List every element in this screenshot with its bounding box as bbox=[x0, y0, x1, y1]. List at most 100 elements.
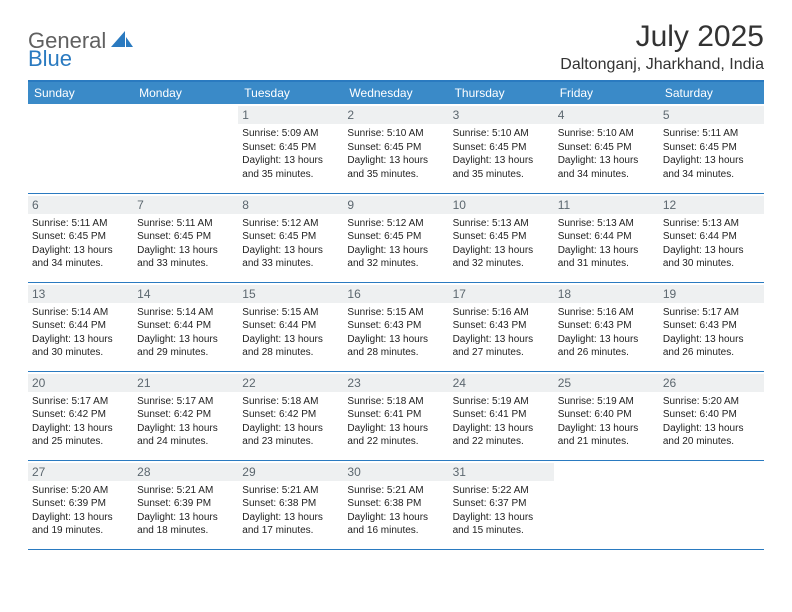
day-details: Sunrise: 5:11 AMSunset: 6:45 PMDaylight:… bbox=[663, 127, 760, 181]
day-number: 11 bbox=[554, 196, 659, 214]
day-details: Sunrise: 5:18 AMSunset: 6:41 PMDaylight:… bbox=[347, 395, 444, 449]
day-details: Sunrise: 5:17 AMSunset: 6:43 PMDaylight:… bbox=[663, 306, 760, 360]
calendar-day-cell: 9 Sunrise: 5:12 AMSunset: 6:45 PMDaylight… bbox=[343, 193, 448, 282]
calendar-week-row: 27Sunrise: 5:20 AMSunset: 6:39 PMDayligh… bbox=[28, 460, 764, 549]
day-number: 25 bbox=[554, 374, 659, 392]
day-number: 27 bbox=[28, 463, 133, 481]
day-number: 5 bbox=[659, 106, 764, 124]
day-details: Sunrise: 5:09 AMSunset: 6:45 PMDaylight:… bbox=[242, 127, 339, 181]
day-details: Sunrise: 5:14 AMSunset: 6:44 PMDaylight:… bbox=[32, 306, 129, 360]
weekday-row: SundayMondayTuesdayWednesdayThursdayFrid… bbox=[28, 81, 764, 104]
calendar-day-cell: 3 Sunrise: 5:10 AMSunset: 6:45 PMDaylight… bbox=[449, 104, 554, 193]
calendar-day-cell: 29Sunrise: 5:21 AMSunset: 6:38 PMDayligh… bbox=[238, 460, 343, 549]
calendar-day-cell: 20Sunrise: 5:17 AMSunset: 6:42 PMDayligh… bbox=[28, 371, 133, 460]
logo-text-blue: Blue bbox=[28, 46, 72, 72]
calendar-empty-cell bbox=[28, 104, 133, 193]
day-details: Sunrise: 5:19 AMSunset: 6:40 PMDaylight:… bbox=[558, 395, 655, 449]
day-details: Sunrise: 5:10 AMSunset: 6:45 PMDaylight:… bbox=[558, 127, 655, 181]
day-details: Sunrise: 5:21 AMSunset: 6:38 PMDaylight:… bbox=[242, 484, 339, 538]
day-number: 13 bbox=[28, 285, 133, 303]
calendar-week-row: 6Sunrise: 5:11 AMSunset: 6:45 PMDaylight… bbox=[28, 193, 764, 282]
day-number: 23 bbox=[343, 374, 448, 392]
day-number: 12 bbox=[659, 196, 764, 214]
day-number: 30 bbox=[343, 463, 448, 481]
calendar-day-cell: 6 Sunrise: 5:11 AMSunset: 6:45 PMDaylight… bbox=[28, 193, 133, 282]
calendar-table: SundayMondayTuesdayWednesdayThursdayFrid… bbox=[28, 80, 764, 550]
calendar-day-cell: 25 Sunrise: 5:19 AMSunset: 6:40 PMDayligh… bbox=[554, 371, 659, 460]
calendar-day-cell: 27Sunrise: 5:20 AMSunset: 6:39 PMDayligh… bbox=[28, 460, 133, 549]
day-number: 3 bbox=[449, 106, 554, 124]
day-details: Sunrise: 5:17 AMSunset: 6:42 PMDaylight:… bbox=[137, 395, 234, 449]
day-number: 20 bbox=[28, 374, 133, 392]
calendar-day-cell: 26 Sunrise: 5:20 AMSunset: 6:40 PMDayligh… bbox=[659, 371, 764, 460]
day-details: Sunrise: 5:16 AMSunset: 6:43 PMDaylight:… bbox=[453, 306, 550, 360]
calendar-day-cell: 28 Sunrise: 5:21 AMSunset: 6:39 PMDayligh… bbox=[133, 460, 238, 549]
calendar-day-cell: 31Sunrise: 5:22 AMSunset: 6:37 PMDayligh… bbox=[449, 460, 554, 549]
day-details: Sunrise: 5:10 AMSunset: 6:45 PMDaylight:… bbox=[347, 127, 444, 181]
day-details: Sunrise: 5:19 AMSunset: 6:41 PMDaylight:… bbox=[453, 395, 550, 449]
day-number: 26 bbox=[659, 374, 764, 392]
weekday-header: Thursday bbox=[449, 81, 554, 104]
day-number: 17 bbox=[449, 285, 554, 303]
calendar-empty-cell bbox=[554, 460, 659, 549]
calendar-day-cell: 15 Sunrise: 5:15 AMSunset: 6:44 PMDayligh… bbox=[238, 282, 343, 371]
calendar-week-row: 20Sunrise: 5:17 AMSunset: 6:42 PMDayligh… bbox=[28, 371, 764, 460]
weekday-header: Saturday bbox=[659, 81, 764, 104]
calendar-body: 1 Sunrise: 5:09 AMSunset: 6:45 PMDaylight… bbox=[28, 104, 764, 549]
calendar-day-cell: 1 Sunrise: 5:09 AMSunset: 6:45 PMDaylight… bbox=[238, 104, 343, 193]
calendar-day-cell: 30 Sunrise: 5:21 AMSunset: 6:38 PMDayligh… bbox=[343, 460, 448, 549]
day-number: 28 bbox=[133, 463, 238, 481]
calendar-week-row: 1 Sunrise: 5:09 AMSunset: 6:45 PMDaylight… bbox=[28, 104, 764, 193]
day-number: 4 bbox=[554, 106, 659, 124]
day-details: Sunrise: 5:22 AMSunset: 6:37 PMDaylight:… bbox=[453, 484, 550, 538]
day-details: Sunrise: 5:15 AMSunset: 6:44 PMDaylight:… bbox=[242, 306, 339, 360]
header: General July 2025 Daltonganj, Jharkhand,… bbox=[28, 20, 764, 74]
day-number: 21 bbox=[133, 374, 238, 392]
title-block: July 2025 Daltonganj, Jharkhand, India bbox=[560, 20, 764, 74]
day-details: Sunrise: 5:13 AMSunset: 6:44 PMDaylight:… bbox=[663, 217, 760, 271]
day-details: Sunrise: 5:16 AMSunset: 6:43 PMDaylight:… bbox=[558, 306, 655, 360]
day-number: 8 bbox=[238, 196, 343, 214]
day-number: 24 bbox=[449, 374, 554, 392]
day-details: Sunrise: 5:15 AMSunset: 6:43 PMDaylight:… bbox=[347, 306, 444, 360]
day-number: 6 bbox=[28, 196, 133, 214]
calendar-day-cell: 11 Sunrise: 5:13 AMSunset: 6:44 PMDayligh… bbox=[554, 193, 659, 282]
day-details: Sunrise: 5:21 AMSunset: 6:38 PMDaylight:… bbox=[347, 484, 444, 538]
day-number: 9 bbox=[343, 196, 448, 214]
month-title: July 2025 bbox=[560, 20, 764, 54]
day-number: 15 bbox=[238, 285, 343, 303]
day-details: Sunrise: 5:21 AMSunset: 6:39 PMDaylight:… bbox=[137, 484, 234, 538]
calendar-day-cell: 24 Sunrise: 5:19 AMSunset: 6:41 PMDayligh… bbox=[449, 371, 554, 460]
day-details: Sunrise: 5:18 AMSunset: 6:42 PMDaylight:… bbox=[242, 395, 339, 449]
day-number: 19 bbox=[659, 285, 764, 303]
day-details: Sunrise: 5:12 AMSunset: 6:45 PMDaylight:… bbox=[242, 217, 339, 271]
day-number: 2 bbox=[343, 106, 448, 124]
day-details: Sunrise: 5:11 AMSunset: 6:45 PMDaylight:… bbox=[32, 217, 129, 271]
calendar-empty-cell bbox=[659, 460, 764, 549]
calendar-day-cell: 14Sunrise: 5:14 AMSunset: 6:44 PMDayligh… bbox=[133, 282, 238, 371]
day-details: Sunrise: 5:20 AMSunset: 6:40 PMDaylight:… bbox=[663, 395, 760, 449]
day-details: Sunrise: 5:12 AMSunset: 6:45 PMDaylight:… bbox=[347, 217, 444, 271]
day-details: Sunrise: 5:13 AMSunset: 6:44 PMDaylight:… bbox=[558, 217, 655, 271]
calendar-day-cell: 16Sunrise: 5:15 AMSunset: 6:43 PMDayligh… bbox=[343, 282, 448, 371]
calendar-week-row: 13Sunrise: 5:14 AMSunset: 6:44 PMDayligh… bbox=[28, 282, 764, 371]
weekday-header: Tuesday bbox=[238, 81, 343, 104]
calendar-day-cell: 5 Sunrise: 5:11 AMSunset: 6:45 PMDaylight… bbox=[659, 104, 764, 193]
weekday-header: Friday bbox=[554, 81, 659, 104]
logo-sail-icon bbox=[111, 29, 133, 54]
day-number: 18 bbox=[554, 285, 659, 303]
weekday-header: Monday bbox=[133, 81, 238, 104]
calendar-empty-cell bbox=[133, 104, 238, 193]
calendar-day-cell: 13 Sunrise: 5:14 AMSunset: 6:44 PMDayligh… bbox=[28, 282, 133, 371]
day-details: Sunrise: 5:11 AMSunset: 6:45 PMDaylight:… bbox=[137, 217, 234, 271]
day-details: Sunrise: 5:14 AMSunset: 6:44 PMDaylight:… bbox=[137, 306, 234, 360]
day-details: Sunrise: 5:10 AMSunset: 6:45 PMDaylight:… bbox=[453, 127, 550, 181]
day-number: 1 bbox=[238, 106, 343, 124]
day-number: 7 bbox=[133, 196, 238, 214]
location: Daltonganj, Jharkhand, India bbox=[560, 56, 764, 74]
calendar-day-cell: 4 Sunrise: 5:10 AMSunset: 6:45 PMDaylight… bbox=[554, 104, 659, 193]
calendar-day-cell: 19 Sunrise: 5:17 AMSunset: 6:43 PMDayligh… bbox=[659, 282, 764, 371]
day-details: Sunrise: 5:13 AMSunset: 6:45 PMDaylight:… bbox=[453, 217, 550, 271]
calendar-day-cell: 22Sunrise: 5:18 AMSunset: 6:42 PMDayligh… bbox=[238, 371, 343, 460]
calendar-day-cell: 21 Sunrise: 5:17 AMSunset: 6:42 PMDayligh… bbox=[133, 371, 238, 460]
